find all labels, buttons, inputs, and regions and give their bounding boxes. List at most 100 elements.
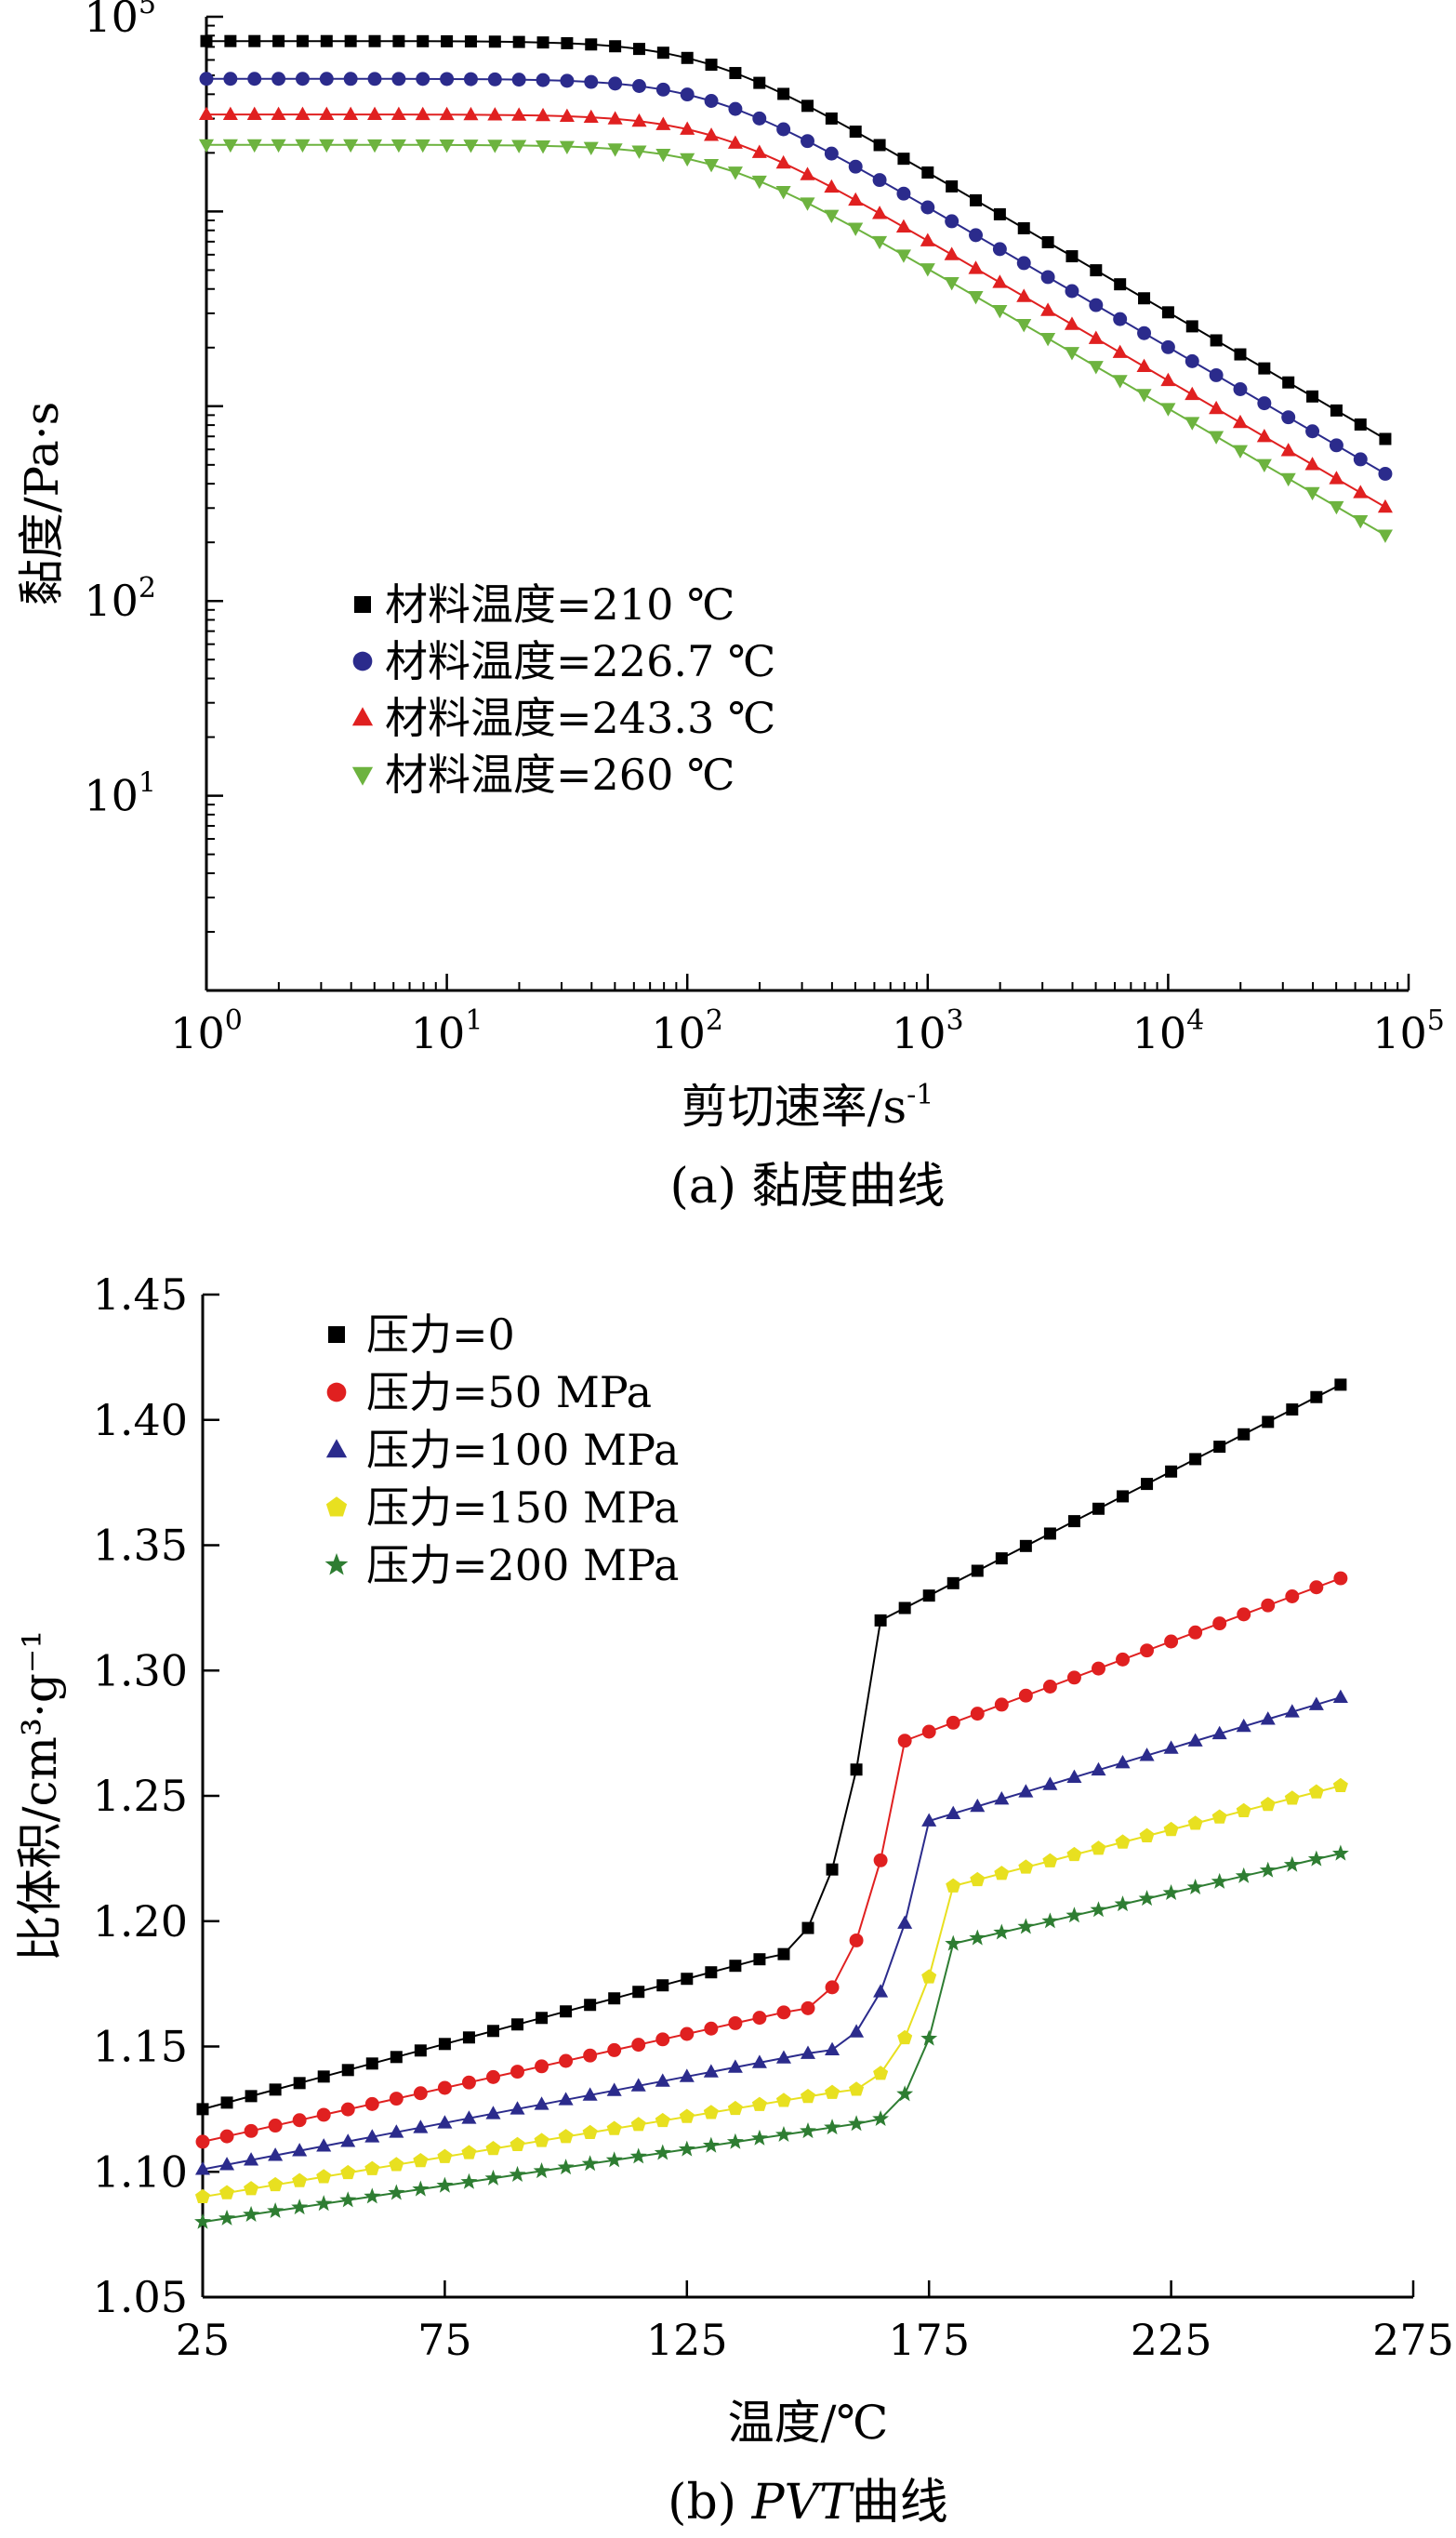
data-point (655, 148, 671, 163)
legend-marker (326, 1382, 347, 1402)
y-tick-exp: 5 (139, 0, 156, 20)
y-axis-title: 比体积/cm³·g⁻¹ (13, 1630, 67, 1962)
data-point (1333, 1571, 1348, 1586)
data-point (464, 35, 477, 48)
viscosity-chart: 100 101 102 103 104 105101102105剪切速率/s-1黏度/Pa… (15, 0, 1445, 1215)
x-tick-base: 10 (170, 1008, 225, 1058)
data-point (1112, 344, 1128, 358)
data-point (630, 2078, 646, 2092)
data-point (1117, 1490, 1130, 1503)
legend-a: 材料温度=210 ℃ 材料温度=226.7 ℃ 材料温度=243.3 ℃ 材料温度=2… (351, 579, 775, 800)
data-point (896, 2085, 914, 2102)
x-tick-label: 102 (651, 1004, 723, 1058)
x-tick-label: 100 (170, 1004, 243, 1058)
data-point (1257, 396, 1272, 411)
data-point (630, 2117, 646, 2132)
data-point (561, 36, 574, 49)
data-point (510, 2065, 524, 2080)
pvt-series-1 (196, 1378, 1347, 2116)
data-point (510, 2101, 525, 2115)
data-point (488, 35, 501, 48)
data-point (559, 2053, 574, 2068)
data-point (1329, 438, 1343, 453)
data-point (898, 1601, 911, 1614)
data-point (536, 107, 551, 122)
data-point (1160, 339, 1175, 354)
data-point (1210, 334, 1223, 347)
data-point (632, 79, 646, 93)
data-point (849, 1933, 864, 1947)
x-axis-title-sup: -1 (907, 1079, 933, 1111)
x-tick-base: 10 (1372, 1008, 1427, 1058)
data-point (1260, 1711, 1276, 1725)
data-point (608, 76, 623, 91)
data-point (560, 2005, 573, 2018)
data-point (389, 2092, 404, 2106)
data-point (316, 2107, 331, 2122)
data-point (800, 166, 815, 180)
data-point (800, 2045, 816, 2059)
data-point (414, 2044, 427, 2057)
legend-label: 压力=150 MPa (366, 1482, 679, 1533)
data-point (268, 2147, 284, 2161)
data-point (1138, 292, 1151, 305)
data-point (655, 116, 671, 130)
data-point (1213, 1441, 1226, 1454)
data-point (825, 1980, 840, 1995)
data-point (463, 106, 479, 121)
x-tick-base: 10 (651, 1008, 706, 1058)
data-point (921, 1813, 937, 1827)
data-point (608, 1992, 621, 2005)
legend-marker (325, 1439, 348, 1458)
data-point (222, 139, 238, 153)
data-point (1090, 1901, 1107, 1918)
data-point (195, 2134, 210, 2149)
data-point (800, 197, 815, 211)
data-point (1209, 400, 1224, 415)
x-tick-label: 105 (1372, 1004, 1445, 1058)
data-point (558, 2129, 574, 2144)
data-point (487, 107, 503, 121)
data-point (774, 2125, 792, 2142)
data-point (703, 2064, 719, 2078)
data-point (1065, 284, 1079, 299)
data-point (872, 206, 888, 219)
data-point (607, 2042, 622, 2057)
data-point (680, 153, 695, 167)
data-point (992, 274, 1008, 288)
data-point (198, 139, 215, 153)
data-point (1018, 1688, 1033, 1703)
data-point (417, 34, 430, 47)
data-point (750, 2129, 768, 2146)
data-point (922, 1589, 935, 1602)
data-point (896, 186, 911, 201)
data-point (1283, 1855, 1301, 1872)
data-point (1187, 1733, 1203, 1747)
data-point (1138, 1890, 1156, 1907)
data-point (704, 127, 720, 141)
data-point (607, 111, 623, 125)
data-point (850, 1763, 863, 1776)
data-point (487, 140, 503, 153)
data-point (679, 2108, 695, 2123)
data-point (824, 2119, 841, 2135)
data-point (1091, 1840, 1106, 1855)
data-point (436, 2176, 454, 2193)
data-point (1236, 1802, 1251, 1818)
data-point (945, 1934, 962, 1951)
data-point (1329, 471, 1344, 485)
data-point (704, 2021, 719, 2036)
data-point (1238, 1428, 1251, 1441)
legend-label: 材料温度=260 ℃ (385, 750, 735, 800)
data-point (1377, 498, 1393, 513)
data-point (486, 2069, 500, 2084)
data-point (655, 2112, 670, 2128)
data-point (776, 2005, 791, 2020)
data-point (632, 1986, 645, 1999)
data-point (366, 106, 383, 121)
x-axis-title-text: 剪切速率/s (682, 1080, 907, 1134)
data-point (1211, 1872, 1228, 1889)
data-point (585, 38, 598, 51)
data-point (1256, 458, 1272, 473)
data-point (1185, 320, 1198, 333)
